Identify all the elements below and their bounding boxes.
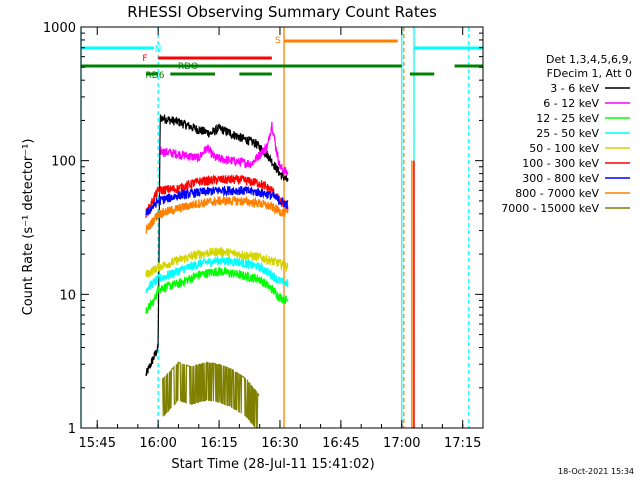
legend-entry-label-7: 800 - 7000 keV	[515, 187, 599, 200]
legend-entry-label-1: 6 - 12 keV	[543, 97, 599, 110]
x-tick-label-5: 17:00	[383, 436, 420, 451]
interval-label-s: S	[275, 36, 281, 46]
x-tick-label-6: 17:15	[444, 436, 481, 451]
x-tick-label-4: 16:45	[322, 436, 359, 451]
interval-label-n: N	[155, 45, 162, 55]
legend-entry-label-8: 7000 - 15000 keV	[501, 202, 599, 215]
y-tick-label-2: 100	[51, 155, 76, 170]
legend-entry-label-0: 3 - 6 keV	[550, 82, 599, 95]
legend-entry-label-3: 25 - 50 keV	[536, 127, 599, 140]
series-line-6	[145, 185, 289, 216]
series-line-3	[145, 256, 289, 294]
x-tick-label-3: 16:30	[261, 436, 298, 451]
interval-label-f: F	[142, 54, 147, 64]
series-line-4	[145, 247, 289, 278]
plot-frame	[80, 26, 484, 429]
series-line-5	[145, 173, 289, 219]
legend-entry-label-6: 300 - 800 keV	[522, 172, 599, 185]
x-tick-label-1: 16:00	[139, 436, 176, 451]
series-line-8	[161, 361, 260, 429]
interval-label-rd6: RD6	[146, 71, 165, 81]
y-tick-label-0: 1	[68, 422, 76, 437]
legend-entry-label-5: 100 - 300 keV	[522, 157, 599, 170]
y-axis-label: Count Rate (s⁻¹ detector⁻¹)	[21, 139, 36, 316]
interval-label-rdo: RDO	[178, 62, 198, 72]
series-line-2	[145, 266, 289, 314]
legend-header-1: FDecim 1, Att 0	[547, 67, 632, 80]
x-tick-label-2: 16:15	[200, 436, 237, 451]
x-axis-label: Start Time (28-Jul-11 15:41:02)	[171, 457, 374, 472]
y-tick-label-1: 10	[59, 288, 76, 303]
footer-timestamp: 18-Oct-2021 15:34	[558, 467, 634, 476]
legend-header-0: Det 1,3,4,5,6,9,	[546, 53, 632, 66]
series-line-7	[145, 195, 289, 234]
chart-title: RHESSI Observing Summary Count Rates	[127, 3, 437, 21]
legend-entry-label-4: 50 - 100 keV	[529, 142, 599, 155]
y-tick-label-3: 1000	[43, 21, 76, 36]
legend-entry-label-2: 12 - 25 keV	[536, 112, 599, 125]
series-line-1	[159, 121, 289, 176]
x-tick-label-0: 15:45	[79, 436, 116, 451]
